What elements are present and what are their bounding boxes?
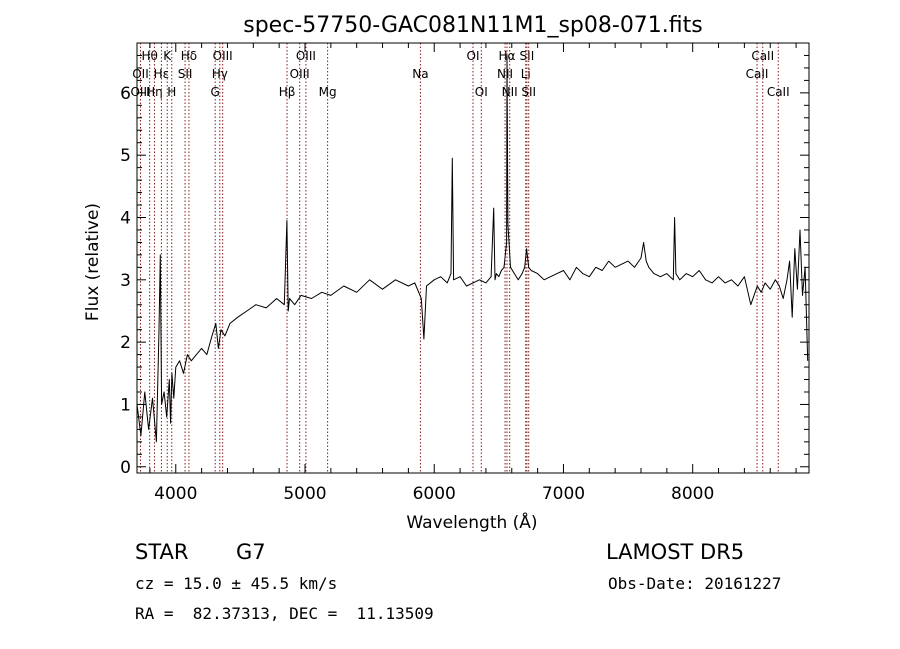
y-tick-label-1: 1	[120, 395, 131, 415]
line-label-7: Hδ	[181, 49, 197, 63]
line-label-26: CaII	[746, 67, 769, 81]
spectrum-series	[136, 55, 809, 443]
axis-ticks: 4000 5000 6000 7000 8000 0 1 2 3 4 5 6	[120, 43, 809, 504]
x-tick-label-0: 4000	[154, 484, 197, 504]
spectrum-line-0	[136, 55, 809, 443]
line-label-5: Hε	[154, 67, 170, 81]
line-label-11: G	[211, 85, 220, 99]
line-label-16: Na	[412, 67, 428, 81]
coordinates: RA = 82.37313, DEC = 11.13509	[135, 604, 434, 623]
line-label-10: Hγ	[212, 67, 228, 81]
line-label-21: NII	[502, 85, 518, 99]
line-label-3: Hη	[146, 85, 163, 99]
y-axis-label: Flux (relative)	[83, 203, 103, 321]
chart-title: spec-57750-GAC081N11M1_sp08-071.fits	[243, 13, 703, 38]
survey-name: LAMOST DR5	[606, 540, 745, 564]
line-label-20: NII	[497, 67, 513, 81]
x-tick-label-3: 7000	[542, 484, 585, 504]
line-label-23: Li	[521, 67, 531, 81]
x-tick-label-2: 6000	[413, 484, 456, 504]
line-label-0: Hθ	[141, 49, 157, 63]
line-label-27: CaII	[767, 85, 790, 99]
line-label-8: SII	[178, 67, 193, 81]
line-label-18: OI	[475, 85, 488, 99]
x-tick-label-1: 5000	[283, 484, 326, 504]
object-class: STAR	[135, 540, 189, 564]
line-label-6: H	[167, 85, 176, 99]
line-label-1: OII	[132, 67, 149, 81]
plot-border	[136, 42, 810, 474]
y-tick-label-3: 3	[120, 271, 131, 291]
line-label-25: CaII	[751, 49, 774, 63]
object-subclass: G7	[236, 540, 266, 564]
line-label-17: OI	[467, 49, 480, 63]
line-label-14: Hβ	[279, 85, 296, 99]
y-tick-label-4: 4	[120, 208, 131, 228]
line-label-24: SII	[521, 85, 536, 99]
line-label-12: OIII	[296, 49, 316, 63]
line-label-13: OIII	[290, 67, 310, 81]
y-tick-label-2: 2	[120, 333, 131, 353]
line-label-4: K	[163, 49, 172, 63]
line-label-2: OIII	[130, 85, 150, 99]
line-label-15: Mg	[319, 85, 337, 99]
line-label-22: SII	[520, 49, 535, 63]
observation-date: Obs-Date: 20161227	[608, 574, 782, 593]
plot-frame	[136, 42, 810, 474]
redshift-value: cz = 15.0 ± 45.5 km/s	[135, 574, 338, 593]
line-label-9: OIII	[213, 49, 233, 63]
y-tick-label-0: 0	[120, 458, 131, 478]
y-tick-label-6: 6	[120, 84, 131, 104]
y-tick-label-5: 5	[120, 146, 131, 166]
x-tick-label-4: 8000	[671, 484, 714, 504]
x-axis-label: Wavelength (Å)	[406, 511, 537, 533]
